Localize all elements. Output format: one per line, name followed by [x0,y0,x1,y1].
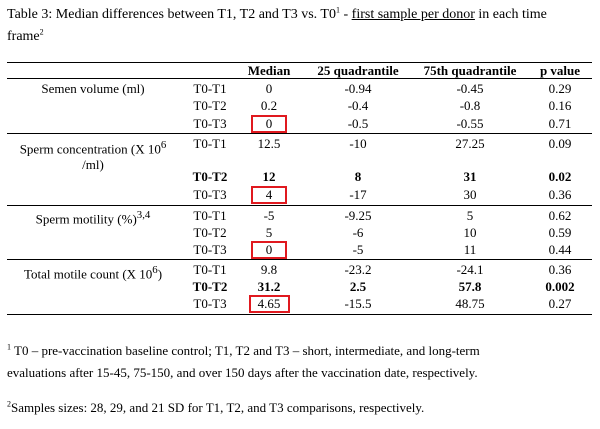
row-q75: 11 [463,242,477,257]
row-cmp: T0-T3 [193,296,227,311]
row-q25: 2.5 [349,279,367,294]
row-median: 0.2 [260,98,278,113]
highlight-box [251,241,287,259]
row-p: 0.36 [548,187,572,202]
row-p: 0.62 [548,208,572,223]
row-median: 12.5 [257,136,281,151]
caption-sup-2: 2 [39,27,44,37]
row-p: 0.59 [548,225,572,240]
row-q75: -0.8 [459,98,481,113]
highlight-box [249,295,290,313]
row-median: 5 [265,225,273,240]
row-q75: -0.45 [456,81,484,96]
row-cmp: T0-T2 [193,225,227,240]
row-q25: -0.94 [344,81,372,96]
row-p: 0.44 [548,242,572,257]
highlight-box [251,186,287,204]
row-cmp: T0-T3 [193,116,227,131]
group-rule-3 [7,259,592,260]
group-rule-1 [7,133,592,134]
row-q25: 8 [354,169,362,184]
row-cmp: T0-T3 [193,242,227,257]
row-q75: 31 [463,169,477,184]
row-cmp: T0-T2 [193,98,227,113]
row-q25: -0.5 [347,116,369,131]
row-q75: 30 [463,187,477,202]
group-label-semen-volume: Semen volume (ml) [41,81,145,96]
header-pvalue: p value [539,63,581,78]
row-p: 0.16 [548,98,572,113]
row-q75: 27.25 [455,136,485,151]
row-q25: -17 [349,187,367,202]
row-p: 0.71 [548,116,572,131]
row-p: 0.27 [548,296,572,311]
table-caption: Table 3: Median differences between T1, … [7,4,592,48]
row-median: 31.2 [257,279,281,294]
row-q75: 57.8 [458,279,482,294]
table-bottom-rule [7,314,592,315]
row-p: 0.36 [548,262,572,277]
row-median: 0 [265,116,273,131]
row-q25: -23.2 [344,262,372,277]
row-q75: -24.1 [456,262,484,277]
row-median: 12 [262,169,276,184]
footnote-1: 1 T0 – pre-vaccination baseline control;… [7,342,480,380]
header-median: Median [247,63,291,78]
group-label-total-motile-count: Total motile count (X 106) [23,264,163,282]
table-top-rule [7,62,592,63]
caption-prefix: Table 3: Median differences between T1, … [7,7,336,22]
row-p: 0.02 [548,169,572,184]
row-p: 0.29 [548,81,572,96]
highlight-box [251,115,287,133]
row-median: 0 [265,242,273,257]
row-p: 0.002 [545,279,575,294]
row-q75: 5 [466,208,474,223]
row-q75: -0.55 [456,116,484,131]
row-p: 0.09 [548,136,572,151]
group-label-sperm-concentration: Sperm concentration (X 106/ml) [19,139,167,173]
row-q75: 10 [463,225,477,240]
caption-line2: frame [7,29,40,44]
row-cmp: T0-T2 [192,169,228,184]
row-q25: -10 [349,136,367,151]
caption-underlined: first sample per donor [351,7,475,22]
row-median: 9.8 [260,262,278,277]
header-q25: 25 quadrantile [317,63,399,78]
caption-sup-1: 1 [335,5,340,15]
row-q25: -5 [352,242,364,257]
group-rule-2 [7,205,592,206]
row-median: 4 [265,187,273,202]
header-q75: 75th quadrantile [423,63,517,78]
row-median: -5 [263,208,275,223]
caption-sep: - [339,7,352,22]
row-cmp: T0-T1 [193,262,227,277]
row-cmp: T0-T3 [193,187,227,202]
row-cmp: T0-T1 [193,208,227,223]
row-q75: 48.75 [455,296,485,311]
row-cmp: T0-T2 [192,279,228,294]
footnote-2: 2Samples sizes: 28, 29, and 21 SD for T1… [7,399,425,415]
row-median: 0 [265,81,273,96]
row-cmp: T0-T1 [193,136,227,151]
row-q25: -0.4 [347,98,369,113]
group-label-sperm-motility: Sperm motility (%)3,4 [35,209,151,227]
row-median: 4.65 [257,296,281,311]
row-q25: -6 [352,225,364,240]
row-q25: -9.25 [344,208,372,223]
header-rule [7,78,592,79]
row-cmp: T0-T1 [193,81,227,96]
row-q25: -15.5 [344,296,372,311]
caption-suffix: in each time [474,7,547,22]
